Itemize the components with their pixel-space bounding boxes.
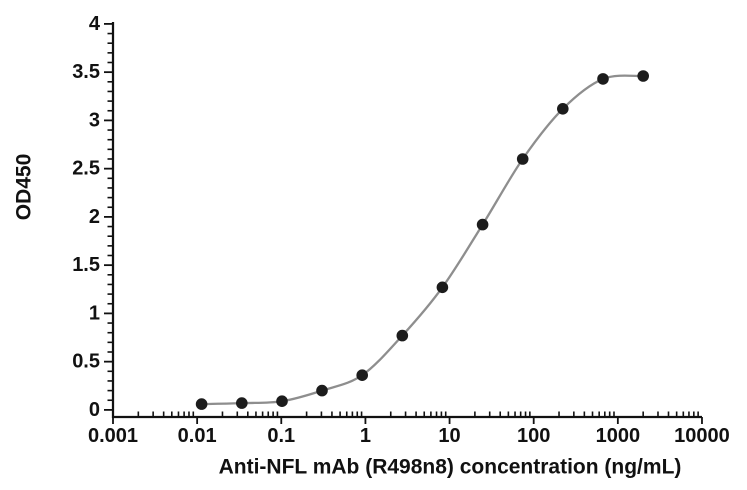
y-tick-label: 4 xyxy=(89,13,101,35)
x-tick-label: 0.01 xyxy=(178,425,217,447)
x-axis-title: Anti-NFL mAb (R498n8) concentration (ng/… xyxy=(219,456,682,479)
axes-layer: 0 0.5 1 1.5 2 2.5 3 3.5 4 0.001 0.01 0.1 1 10 100 1000 1… xyxy=(72,13,730,447)
x-tick-label: 0.1 xyxy=(267,425,295,447)
data-point xyxy=(236,397,248,409)
x-tick-label: 100 xyxy=(517,425,550,447)
data-point xyxy=(356,369,369,382)
y-tick-label: 3.5 xyxy=(72,61,100,83)
y-tick-label: 2 xyxy=(89,206,100,228)
y-tick-label: 3 xyxy=(89,109,100,131)
y-tick-label: 2.5 xyxy=(72,158,100,180)
data-series-layer xyxy=(195,70,649,410)
data-point xyxy=(557,103,569,115)
x-tick-label: 10 xyxy=(438,425,460,447)
data-point xyxy=(316,384,328,397)
data-point xyxy=(516,153,529,165)
x-tick-label: 1000 xyxy=(596,425,641,447)
data-point xyxy=(276,395,288,408)
y-tick-label: 1 xyxy=(89,302,100,324)
data-point xyxy=(597,73,609,85)
y-tick-label: 0.5 xyxy=(72,351,100,373)
data-point xyxy=(476,218,489,231)
y-tick-label: 1.5 xyxy=(72,254,100,276)
y-axis-title: OD450 xyxy=(13,154,36,221)
data-point xyxy=(637,70,649,82)
x-tick-label: 10000 xyxy=(674,425,730,447)
data-point xyxy=(396,329,409,342)
data-point xyxy=(195,398,208,410)
fit-curve xyxy=(200,74,645,406)
x-tick-label: 1 xyxy=(360,425,371,447)
x-tick-label: 0.001 xyxy=(88,425,138,447)
y-tick-label: 0 xyxy=(89,399,100,421)
data-point xyxy=(436,281,449,294)
